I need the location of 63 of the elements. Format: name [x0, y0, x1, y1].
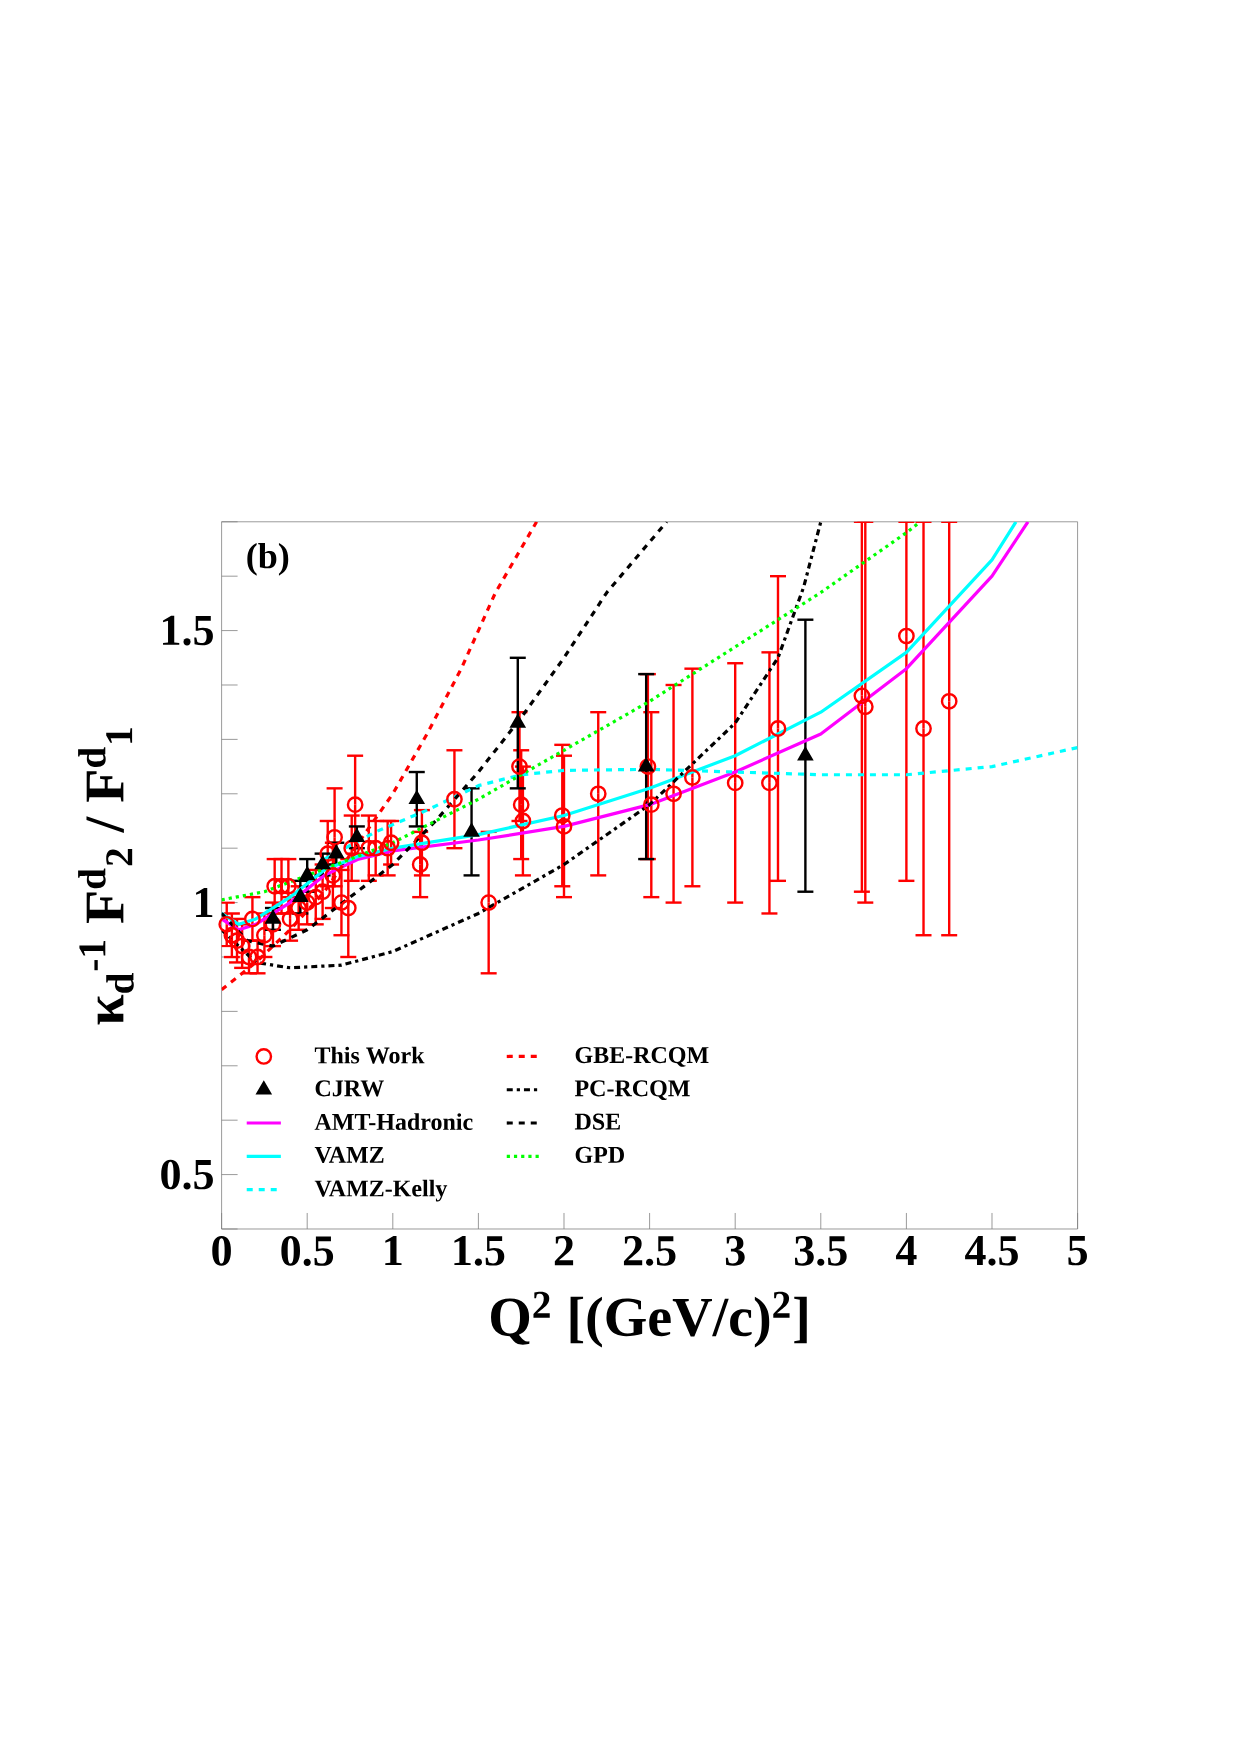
- point: [856, 698, 874, 716]
- y-tick-label: 0.5: [161, 1159, 213, 1190]
- annotation: (b): [247, 542, 289, 576]
- point: [326, 828, 343, 846]
- legend-label: VAMZ: [314, 1146, 384, 1164]
- point: [244, 910, 261, 928]
- point: [589, 785, 607, 803]
- x-tick-label: 0: [212, 1236, 231, 1266]
- legend-label: GPD: [575, 1146, 624, 1163]
- x-axis-title: Q$^{2}$ [(GeV/c)$^{2}$]: [491, 1291, 807, 1348]
- point: [512, 796, 530, 814]
- point: [940, 692, 958, 710]
- point: [411, 856, 429, 873]
- x-tick-label: 1: [385, 1236, 402, 1266]
- legend-label: GBE-RCQM: [575, 1047, 709, 1067]
- x-tick-label: 4.5: [965, 1236, 1018, 1266]
- line-series: [221, 521, 539, 992]
- x-tick-label: 2: [554, 1236, 574, 1266]
- point: [333, 894, 350, 911]
- point: [299, 866, 315, 881]
- point: [314, 883, 332, 901]
- point: [464, 823, 479, 837]
- point: [684, 769, 701, 786]
- point: [382, 834, 400, 852]
- legend-label: This Work: [314, 1046, 425, 1064]
- point: [307, 888, 325, 906]
- y-tick-label: 1.5: [163, 615, 213, 646]
- text: κ$_{d}$$^{-1}$ F$^{d}$$_{2}$ / F$^{d}$1: [78, 728, 134, 1025]
- point: [514, 812, 532, 830]
- x-tick-label: 3: [725, 1236, 745, 1266]
- legend-label: PC-RCQM: [574, 1080, 690, 1101]
- point: [446, 790, 463, 808]
- legend-label: AMT-Hadronic: [314, 1113, 473, 1131]
- point: [379, 839, 397, 857]
- point: [797, 747, 813, 761]
- legend-label: DSE: [574, 1113, 620, 1130]
- x-tick-label: 0.5: [281, 1236, 334, 1266]
- x-tick-label: 2.5: [623, 1236, 676, 1266]
- point: [480, 894, 498, 911]
- point: [553, 807, 571, 824]
- x-tick-label: 3.5: [794, 1236, 847, 1266]
- point: [853, 687, 871, 705]
- point: [769, 720, 787, 737]
- y-tick-label: 1: [196, 888, 213, 918]
- x-tick-label: 5: [1068, 1236, 1087, 1266]
- line-series: [221, 521, 669, 948]
- point: [367, 839, 385, 857]
- point: [642, 796, 660, 814]
- point: [409, 790, 425, 805]
- point: [761, 774, 778, 792]
- point: [726, 774, 744, 792]
- point: [339, 899, 357, 917]
- x-tick-label: 4: [895, 1236, 917, 1266]
- point: [915, 720, 932, 737]
- point: [510, 714, 526, 728]
- point: [897, 627, 915, 645]
- legend-label: VAMZ-Kelly: [314, 1179, 448, 1202]
- line-series: [221, 521, 823, 970]
- legend-label: CJRW: [315, 1080, 384, 1097]
- point: [665, 785, 682, 803]
- point: [413, 834, 431, 852]
- point: [555, 818, 573, 835]
- x-tick-label: 1.5: [454, 1236, 505, 1266]
